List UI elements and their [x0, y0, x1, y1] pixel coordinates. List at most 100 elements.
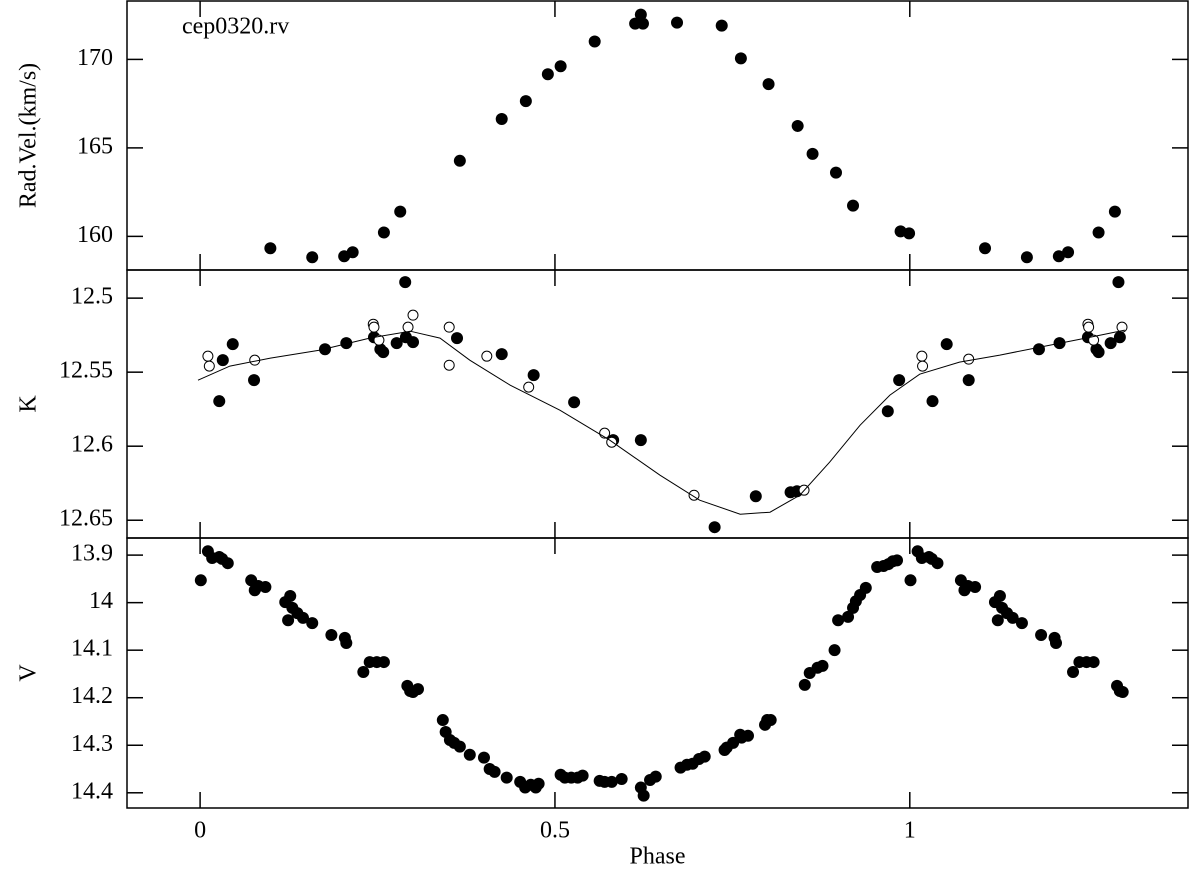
- point: [500, 771, 513, 784]
- point: [1108, 205, 1121, 218]
- point: [519, 95, 532, 108]
- x-axis-label: Phase: [630, 844, 686, 869]
- point: [463, 748, 476, 761]
- point: [1112, 276, 1125, 289]
- y-tick-label: 170: [77, 45, 113, 71]
- open-point: [373, 334, 385, 346]
- x-tick-label: 0.5: [540, 818, 570, 844]
- point: [390, 337, 403, 350]
- point: [1020, 251, 1033, 264]
- point: [1062, 246, 1075, 259]
- point: [859, 581, 872, 594]
- point: [436, 714, 449, 727]
- point: [634, 434, 647, 447]
- point: [969, 580, 982, 593]
- point: [488, 765, 501, 778]
- point: [649, 770, 662, 783]
- y-axis-label: Rad.Vel.(km/s): [16, 63, 42, 208]
- annotation: cep0320.rv: [182, 14, 289, 40]
- point: [762, 78, 775, 91]
- point: [407, 336, 420, 349]
- x-tick-label: 0: [194, 818, 206, 844]
- point: [991, 614, 1004, 627]
- point: [226, 338, 239, 351]
- x-tick-label: 1: [904, 818, 916, 844]
- open-point: [407, 309, 419, 321]
- point: [615, 773, 628, 786]
- point: [221, 557, 234, 570]
- fit-curve: [197, 329, 1125, 515]
- open-point: [443, 321, 455, 333]
- open-point: [1083, 321, 1095, 333]
- y-tick-label: 12.65: [59, 506, 113, 532]
- open-point: [402, 321, 414, 333]
- panel-frame: [126, 537, 1189, 809]
- point: [940, 338, 953, 351]
- panel-frame: [126, 269, 1189, 539]
- point: [741, 729, 754, 742]
- point: [1032, 343, 1045, 356]
- point: [893, 374, 906, 387]
- point: [979, 242, 992, 255]
- open-point: [368, 321, 380, 333]
- point: [1104, 337, 1117, 350]
- point: [532, 777, 545, 790]
- point: [325, 628, 338, 641]
- y-tick-label: 12.6: [71, 432, 113, 458]
- point: [1092, 346, 1105, 359]
- y-tick-label: 12.5: [71, 284, 113, 310]
- y-axis-label: K: [16, 395, 42, 413]
- point: [527, 369, 540, 382]
- point: [282, 614, 295, 627]
- point: [284, 589, 297, 602]
- y-tick-label: 14.1: [71, 636, 113, 662]
- point: [377, 226, 390, 239]
- point: [306, 251, 319, 264]
- open-point: [523, 381, 535, 393]
- point: [828, 644, 841, 657]
- point: [377, 346, 390, 359]
- point: [248, 374, 261, 387]
- point: [1092, 226, 1105, 239]
- y-tick-label: 13.9: [71, 541, 113, 567]
- point: [1049, 637, 1062, 650]
- open-point: [481, 350, 493, 362]
- point: [477, 751, 490, 764]
- point: [346, 246, 359, 259]
- point: [453, 740, 466, 753]
- point: [194, 574, 207, 587]
- point: [541, 68, 554, 81]
- point: [832, 614, 845, 627]
- point: [1067, 666, 1080, 679]
- point: [847, 199, 860, 212]
- point: [634, 8, 647, 21]
- point: [306, 617, 319, 630]
- point: [749, 490, 762, 503]
- y-tick-label: 12.55: [59, 358, 113, 384]
- point: [926, 395, 939, 408]
- point: [798, 678, 811, 691]
- point: [451, 332, 464, 345]
- point: [903, 227, 916, 240]
- point: [1015, 617, 1028, 630]
- point: [495, 348, 508, 361]
- point: [1116, 686, 1129, 699]
- open-point: [963, 353, 975, 365]
- point: [636, 17, 649, 30]
- open-point: [202, 350, 214, 362]
- point: [671, 16, 684, 29]
- point: [734, 52, 747, 65]
- point: [340, 637, 353, 650]
- point: [568, 396, 581, 409]
- point: [842, 610, 855, 623]
- point: [715, 19, 728, 32]
- point: [554, 60, 567, 73]
- y-tick-label: 14: [89, 588, 113, 614]
- point: [829, 166, 842, 179]
- point: [259, 580, 272, 593]
- point: [411, 683, 424, 696]
- y-tick-label: 165: [77, 133, 113, 159]
- y-tick-label: 160: [77, 222, 113, 248]
